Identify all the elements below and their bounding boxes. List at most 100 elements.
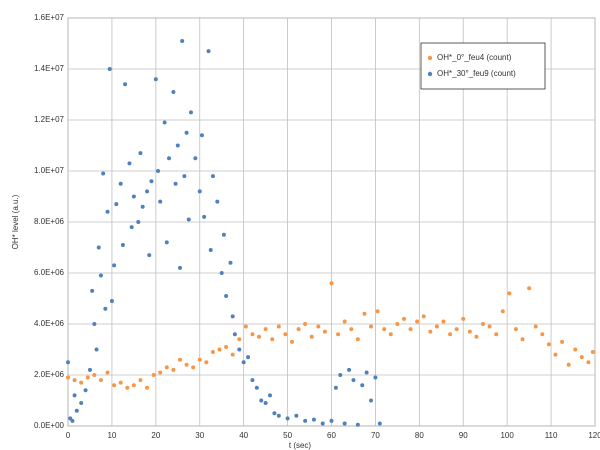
y-tick-label: 1.2E+07 [34,115,65,124]
point [586,360,591,365]
point [79,380,84,385]
point [500,309,505,314]
point [197,357,202,362]
point [401,316,406,321]
point [441,319,446,324]
point [461,316,466,321]
point [333,385,338,390]
point [533,324,538,329]
point [92,322,97,326]
point [408,327,413,332]
point [395,322,400,326]
x-tick-label: 50 [283,431,292,440]
point [434,324,439,329]
point [90,288,95,293]
point [193,156,198,161]
point [72,393,77,398]
point [208,248,213,253]
point [70,418,75,423]
point [237,337,242,342]
point [237,347,242,352]
point [191,365,196,370]
point [428,329,433,334]
point [373,375,378,380]
point [230,314,235,319]
point [263,401,268,406]
point [560,339,565,344]
point [246,355,251,360]
point [241,360,246,365]
point [268,393,273,398]
point [105,370,110,375]
point [254,385,259,390]
point [197,189,202,194]
point [590,350,595,355]
point [177,265,182,270]
point [494,332,499,337]
point [228,260,233,265]
legend-label: OH*_0°_feu4 (count) [437,53,512,62]
point [173,181,178,186]
point [285,416,290,421]
point [250,378,255,383]
point [145,385,150,390]
point [136,220,141,224]
point [338,373,343,377]
point [186,217,191,222]
point [83,388,88,393]
point [369,324,374,329]
point [66,375,70,380]
point [162,120,167,125]
point [221,232,226,237]
point [276,413,281,418]
point [125,385,130,390]
point [364,370,369,375]
point [250,332,255,337]
point [230,352,235,357]
point [513,327,518,332]
x-tick-label: 120 [588,431,600,440]
y-tick-label: 0.0E+00 [34,421,65,430]
point [481,322,486,326]
point [259,398,264,403]
point [96,245,101,250]
point [66,360,70,365]
point [151,373,156,377]
point [329,281,334,286]
point [138,378,143,383]
point [573,347,578,352]
point [129,225,134,230]
y-tick-label: 8.0E+06 [34,217,65,226]
point [175,143,180,148]
x-axis-label: t (sec) [289,441,312,450]
point [112,383,117,388]
y-tick-label: 2.0E+06 [34,370,65,379]
legend-label: OH*_30°_feu9 (count) [437,69,516,78]
point [210,174,215,179]
point [184,130,189,135]
point [320,421,325,426]
y-axis-label: OH* level (a.u.) [11,194,20,249]
point [257,334,262,339]
point [74,408,79,413]
x-tick-label: 110 [545,431,558,440]
x-tick-label: 40 [239,431,248,440]
x-tick-label: 60 [327,431,336,440]
point [342,421,347,426]
point [217,347,222,352]
point [347,367,352,372]
point [329,418,334,423]
point [127,161,132,166]
point [92,373,97,377]
point [167,156,172,161]
point [507,291,512,296]
point [283,332,288,337]
y-tick-label: 6.0E+06 [34,268,65,277]
point [158,370,163,375]
point [351,378,356,383]
point [415,319,420,324]
point [421,314,426,319]
point [553,352,558,357]
point [360,383,365,388]
point [342,319,347,324]
